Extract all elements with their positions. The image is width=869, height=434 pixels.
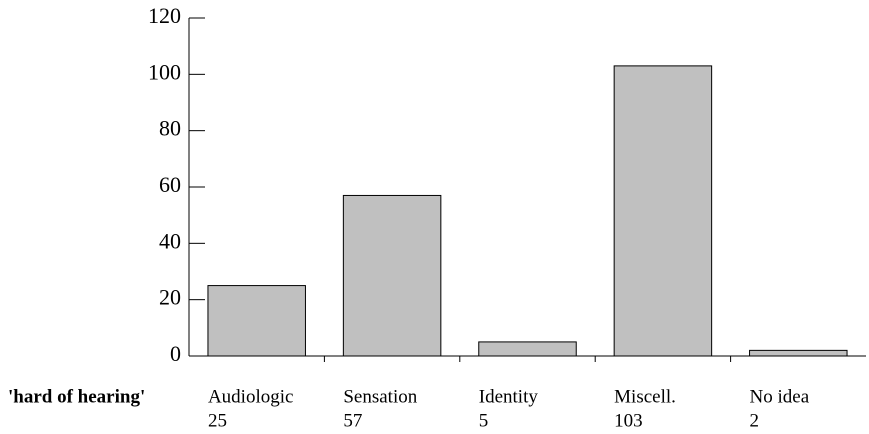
y-tick-label: 60 [159,172,181,197]
value-label: 103 [614,410,643,431]
bar [207,285,306,357]
y-tick-label: 0 [170,341,181,366]
value-label: 2 [750,410,760,431]
x-tick-label: Identity [479,386,539,407]
bar [342,194,442,357]
bar [749,349,848,357]
y-tick-label: 120 [148,3,181,28]
y-tick-label: 80 [159,116,181,141]
value-label: 25 [208,410,227,431]
value-label: 57 [343,410,362,431]
x-tick-label: Miscell. [614,386,676,407]
x-tick-label: No idea [750,386,810,407]
bar [478,341,577,357]
y-tick-label: 40 [159,228,181,253]
y-tick-label: 100 [148,59,181,84]
row-label: 'hard of hearing' [8,386,145,407]
value-label: 5 [479,410,489,431]
y-tick-label: 20 [159,285,181,310]
x-tick-label: Sensation [343,386,417,407]
bar [613,65,713,357]
x-tick-label: Audiologic [208,386,294,407]
